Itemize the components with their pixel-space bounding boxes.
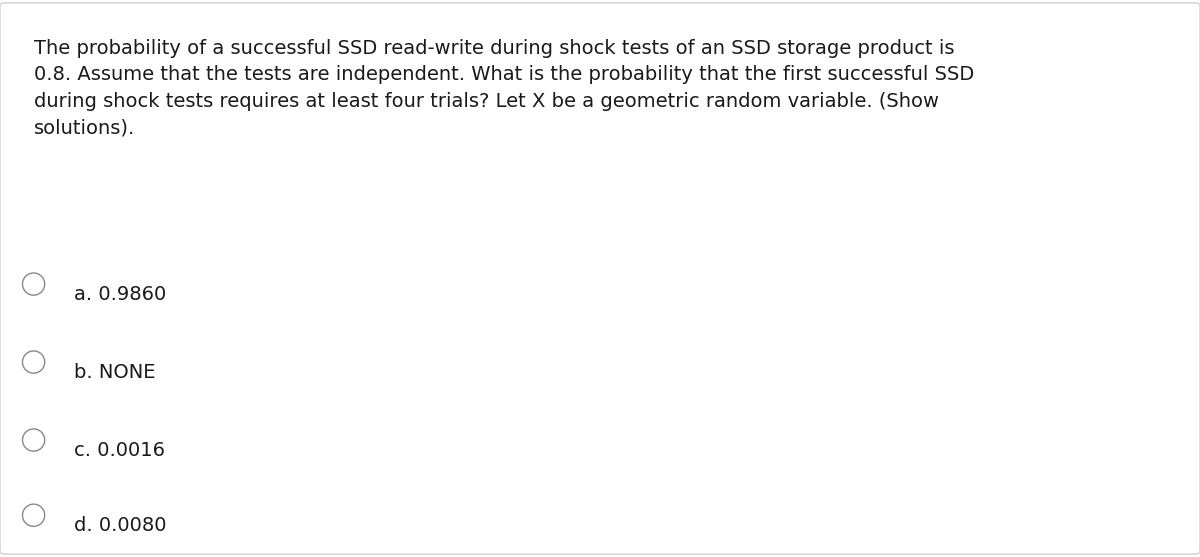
Text: a. 0.9860: a. 0.9860 bbox=[74, 285, 167, 304]
Text: d. 0.0080: d. 0.0080 bbox=[74, 516, 167, 535]
FancyBboxPatch shape bbox=[0, 3, 1200, 554]
Text: The probability of a successful SSD read-write during shock tests of an SSD stor: The probability of a successful SSD read… bbox=[34, 39, 974, 138]
Text: b. NONE: b. NONE bbox=[74, 363, 156, 382]
Text: c. 0.0016: c. 0.0016 bbox=[74, 441, 166, 460]
